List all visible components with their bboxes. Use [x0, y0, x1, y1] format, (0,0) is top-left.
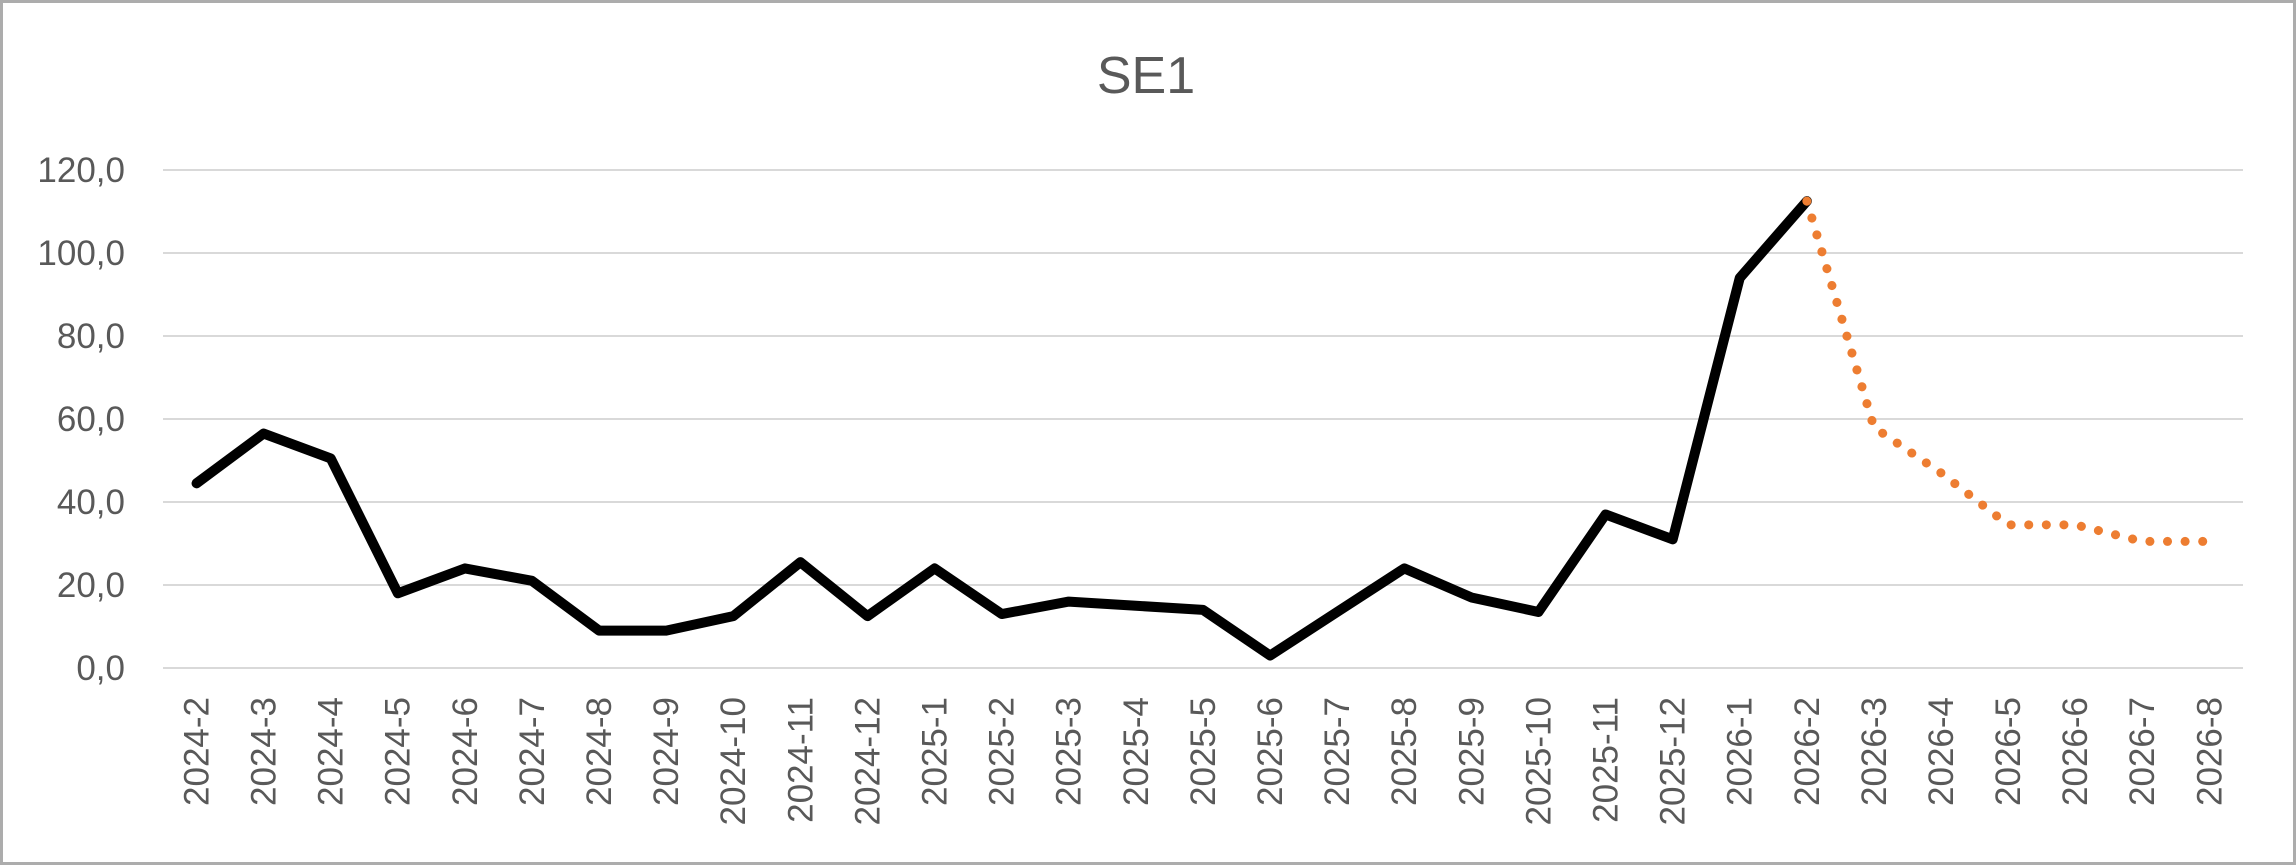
- x-tick-label: 2024-12: [848, 697, 887, 825]
- x-tick-label: 2025-8: [1385, 697, 1424, 806]
- x-tick-label: 2024-6: [446, 697, 485, 806]
- x-tick-label: 2024-5: [379, 697, 418, 806]
- x-tick-label: 2024-8: [580, 697, 619, 806]
- x-tick-label: 2026-2: [1788, 697, 1827, 806]
- y-tick-label: 60,0: [57, 400, 125, 439]
- x-tick-label: 2025-7: [1318, 697, 1357, 806]
- y-tick-label: 20,0: [57, 566, 125, 605]
- y-tick-label: 100,0: [37, 234, 125, 273]
- series-line-forecast: [1802, 196, 2214, 546]
- x-tick-label: 2026-5: [1989, 697, 2028, 806]
- x-tick-label: 2025-11: [1586, 697, 1625, 823]
- x-tick-label: 2024-2: [177, 697, 216, 806]
- x-tick-label: 2025-10: [1519, 697, 1558, 825]
- x-tick-label: 2026-1: [1721, 697, 1760, 806]
- x-tick-label: 2024-7: [513, 697, 552, 806]
- x-tick-label: 2026-7: [2123, 697, 2162, 806]
- x-tick-label: 2026-6: [2056, 697, 2095, 806]
- chart-title: SE1: [1097, 47, 1195, 105]
- x-tick-label: 2025-6: [1251, 697, 1290, 806]
- data-series: [191, 196, 2214, 661]
- x-tick-label: 2026-8: [2190, 697, 2229, 806]
- x-tick-label: 2025-1: [916, 697, 955, 806]
- x-tick-label: 2024-3: [245, 697, 284, 806]
- x-tick-label: 2024-4: [312, 697, 351, 806]
- x-tick-label: 2024-10: [714, 697, 753, 825]
- x-tick-label: 2025-5: [1184, 697, 1223, 806]
- x-tick-label: 2025-3: [1050, 697, 1089, 806]
- x-tick-label: 2025-4: [1117, 697, 1156, 806]
- x-tick-label: 2026-3: [1855, 697, 1894, 806]
- x-tick-label: 2025-9: [1452, 697, 1491, 806]
- y-tick-label: 120,0: [37, 151, 125, 190]
- x-tick-label: 2024-11: [781, 697, 820, 823]
- x-tick-label: 2024-9: [647, 697, 686, 806]
- x-axis-tick-labels: 2024-2 2024-3 2024-4 2024-5 2024-6 2024-7 2024…: [177, 697, 2229, 825]
- y-tick-label: 0,0: [76, 649, 125, 688]
- y-tick-label: 40,0: [57, 483, 125, 522]
- series-line-actual: [191, 196, 1812, 661]
- gridlines: [163, 169, 2243, 669]
- y-axis-tick-labels: 0,0 20,0 40,0 60,0 80,0 100,0 120,0: [37, 151, 125, 688]
- x-tick-label: 2025-12: [1654, 697, 1693, 825]
- x-tick-label: 2026-4: [1922, 697, 1961, 806]
- x-tick-label: 2025-2: [983, 697, 1022, 806]
- y-tick-label: 80,0: [57, 317, 125, 356]
